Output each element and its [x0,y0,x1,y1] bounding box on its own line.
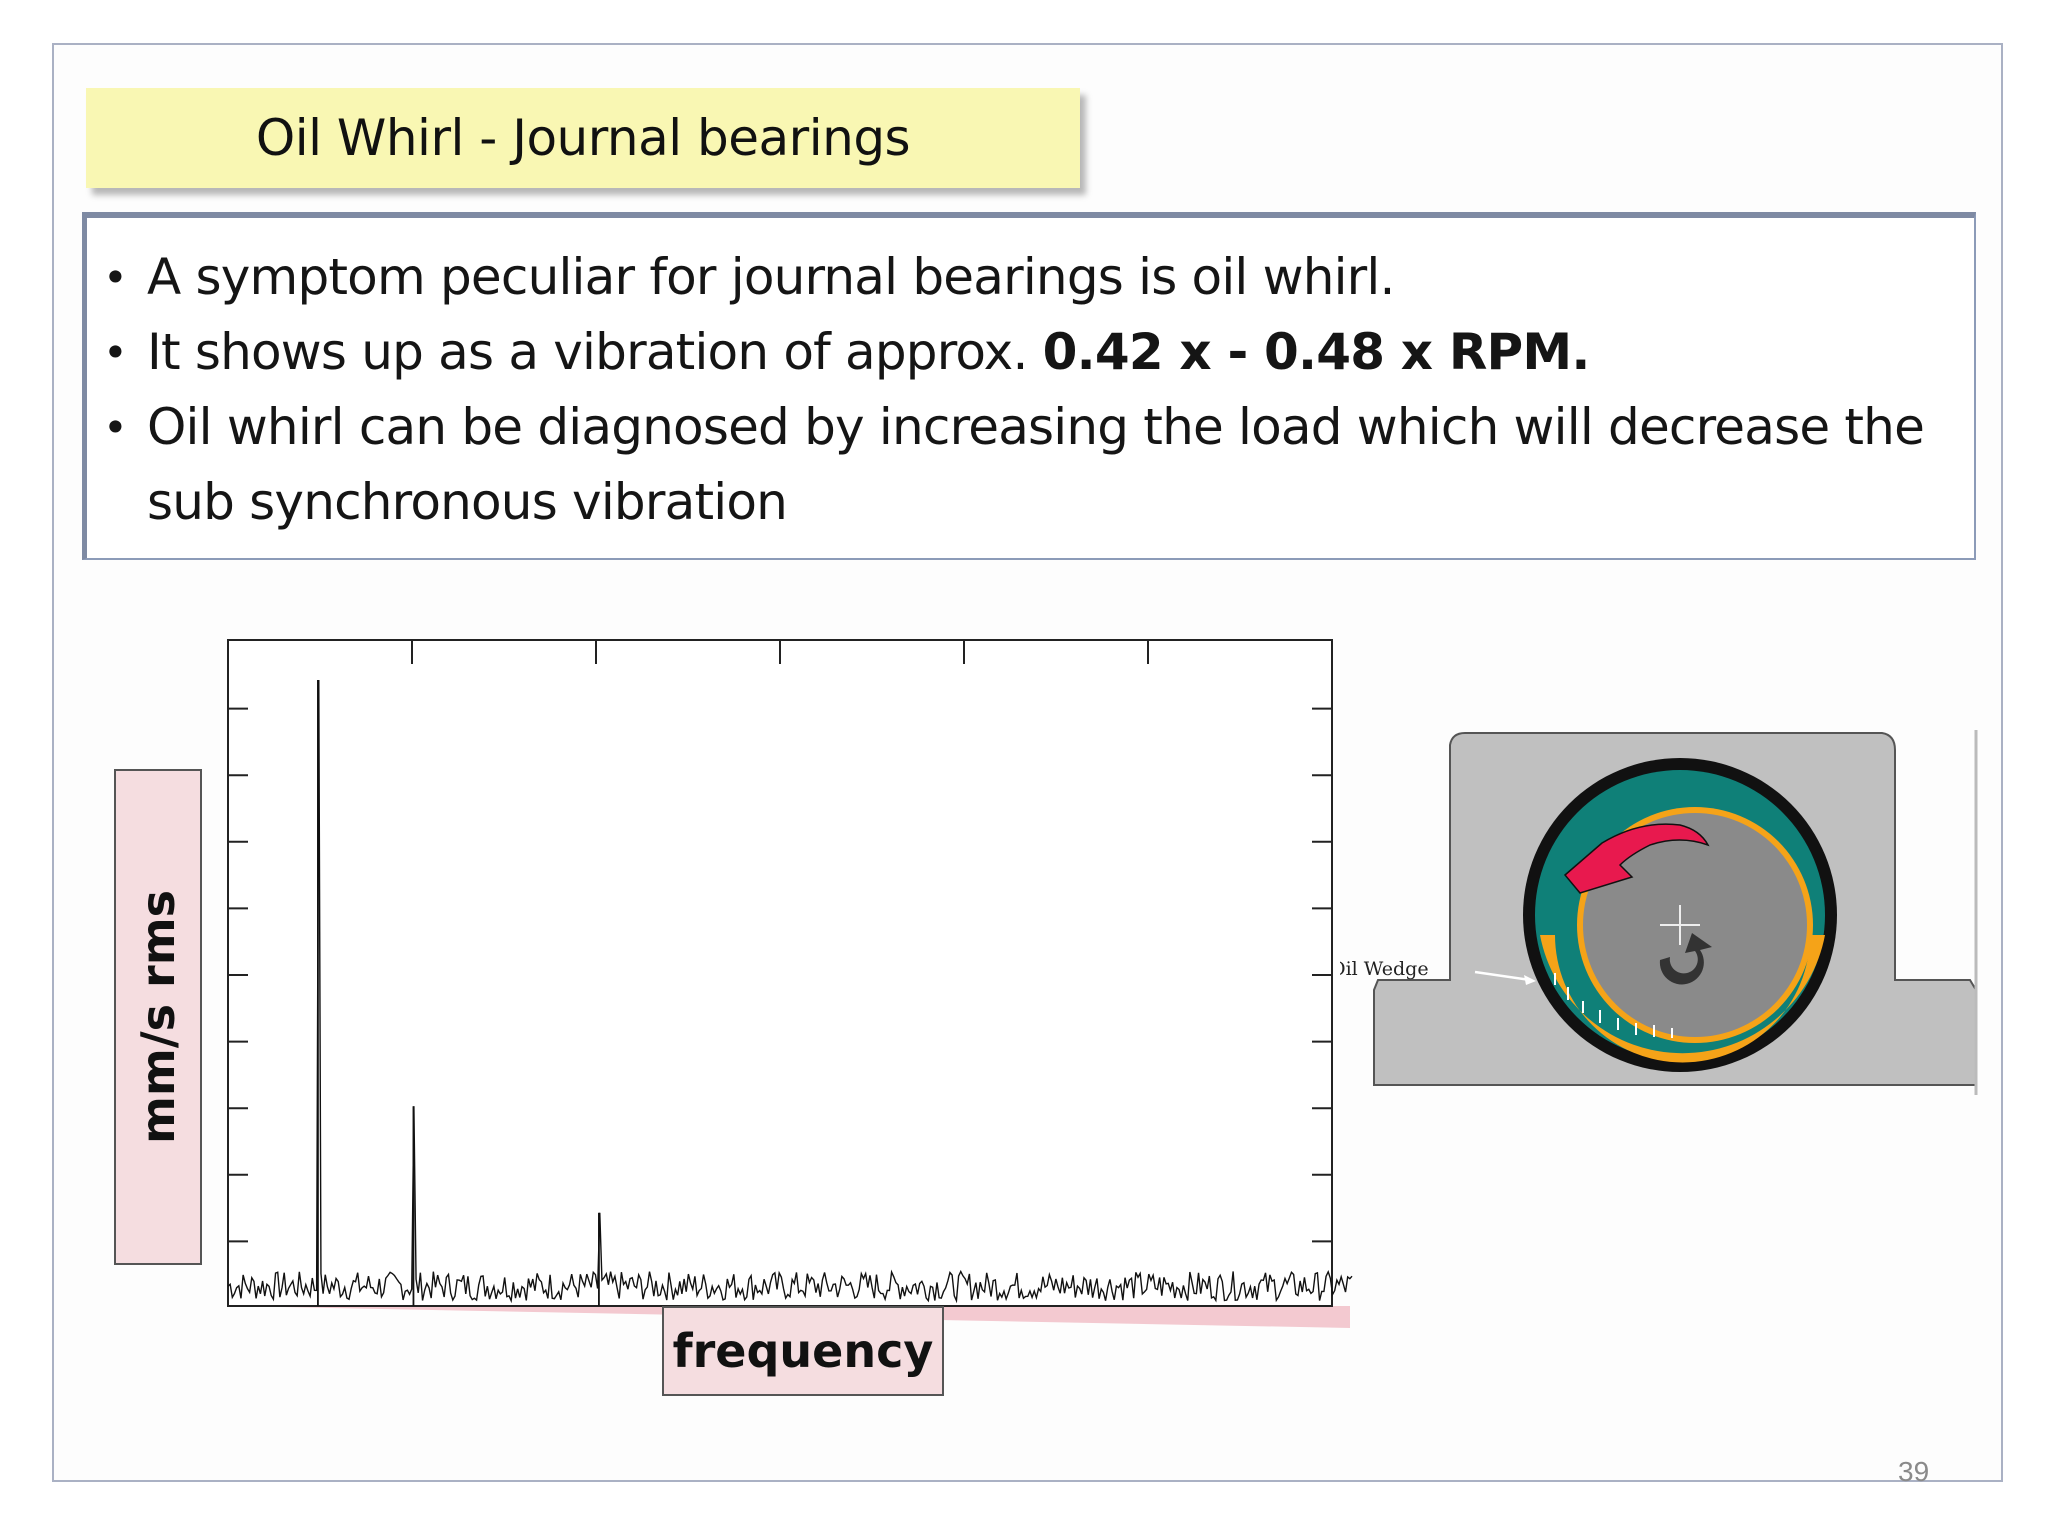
oil-wedge-pointer-head-icon [1524,975,1536,985]
bullet-dot-icon: • [103,328,128,377]
whirl-arrow-icon [1563,823,1710,894]
journal-bearing-diagram: Oil Wedge [1340,730,1978,1095]
x-axis-label: frequency [672,1324,934,1378]
bullet-box: • A symptom peculiar for journal bearings… [82,212,1976,560]
rotation-arrow-icon [1659,933,1712,985]
oil-wedge-pointer [1474,970,1531,982]
title-box: Oil Whirl - Journal bearings [86,88,1080,188]
slide-title: Oil Whirl - Journal bearings [255,109,911,167]
bullet-bold-text: 0.42 x - 0.48 x RPM. [1042,323,1591,381]
page-number: 39 [1898,1456,1930,1487]
oil-wedge-label: Oil Wedge [1340,958,1429,980]
bullet-list: • A symptom peculiar for journal bearings… [87,218,1974,540]
y-axis-label: mm/s rms [131,889,185,1145]
bullet-text: Oil whirl can be diagnosed by increasing… [147,398,1925,531]
oil-wedge-arrows [1554,973,1673,1038]
bullet-dot-icon: • [103,403,128,452]
x-axis-label-box: frequency [662,1306,944,1396]
bullet-dot-icon: • [103,253,128,302]
bullet-item: • A symptom peculiar for journal bearings… [103,240,1974,315]
bullet-text: A symptom peculiar for journal bearings … [147,248,1395,306]
y-axis-label-box: mm/s rms [114,769,202,1265]
bullet-text: It shows up as a vibration of approx. [147,323,1043,381]
bullet-item: • It shows up as a vibration of approx. 0… [103,315,1974,390]
bullet-item: • Oil whirl can be diagnosed by increasin… [103,390,1974,540]
